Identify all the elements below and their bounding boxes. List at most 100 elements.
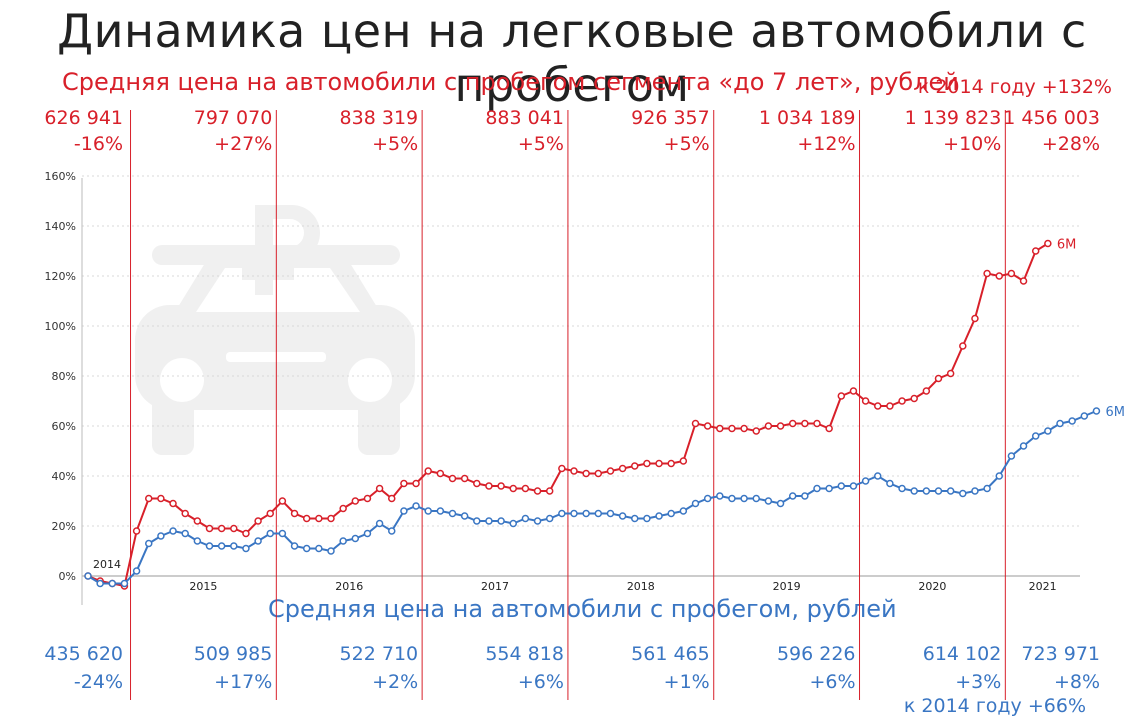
data-point <box>1080 412 1089 420</box>
data-point <box>813 419 821 428</box>
x-year-label: 2017 <box>481 580 509 593</box>
data-point <box>752 427 760 435</box>
data-point <box>545 514 554 523</box>
x-axis: 2014 2015 2016 2017 2018 2019 2020 2021 <box>93 558 1057 593</box>
data-point <box>424 467 432 475</box>
series-end-label: 6М <box>1057 238 1077 253</box>
top-price-label: 838 319 <box>340 107 419 129</box>
series-end-label: 6М <box>1105 405 1125 420</box>
data-point <box>946 487 955 495</box>
price-annotations: 626 941 -16% 797 070 +27% 838 319 +5% 883 041 +… <box>44 107 1100 693</box>
data-point <box>460 512 469 520</box>
top-change-label: +10% <box>943 133 1001 155</box>
total-change-blue: к 2014 году +66% <box>903 695 1086 717</box>
data-point <box>959 489 967 498</box>
data-point <box>594 469 603 478</box>
data-point <box>995 272 1003 280</box>
data-point <box>302 544 311 553</box>
data-point <box>533 487 542 495</box>
data-point <box>788 419 797 428</box>
data-point <box>691 419 700 428</box>
top-price-label: 883 041 <box>485 107 564 129</box>
data-point <box>910 394 918 403</box>
bottom-change-label: +2% <box>372 671 418 693</box>
data-point <box>315 544 323 553</box>
data-point <box>1031 432 1040 440</box>
data-point <box>837 392 846 400</box>
data-point <box>132 567 141 575</box>
data-point <box>448 474 457 483</box>
data-point <box>934 374 943 383</box>
data-point <box>1007 269 1016 278</box>
data-point <box>400 479 408 488</box>
data-point <box>351 497 360 505</box>
data-point <box>327 547 335 555</box>
data-point <box>181 529 189 538</box>
data-point <box>533 517 542 525</box>
y-tick-label: 80% <box>52 370 76 383</box>
data-point <box>181 509 189 518</box>
data-point <box>716 424 724 433</box>
bottom-price-label: 509 985 <box>194 643 273 665</box>
top-change-label: +5% <box>664 133 710 155</box>
year-dividers <box>130 110 1006 700</box>
data-point <box>339 504 347 513</box>
data-point <box>424 507 432 515</box>
data-point <box>655 459 663 468</box>
data-point <box>728 424 736 433</box>
data-point <box>764 497 773 505</box>
data-point <box>302 514 311 523</box>
bottom-price-label: 522 710 <box>340 643 419 665</box>
data-point <box>230 524 238 533</box>
data-point <box>266 529 274 538</box>
bottom-price-label: 723 971 <box>1021 643 1100 665</box>
data-point <box>460 474 469 483</box>
x-year-label: 2016 <box>335 580 363 593</box>
bottom-change-label: -24% <box>74 671 123 693</box>
data-point <box>667 509 675 518</box>
bottom-price-label: 596 226 <box>777 643 856 665</box>
data-point <box>290 542 299 550</box>
data-point <box>315 514 323 523</box>
data-point <box>874 402 882 410</box>
bottom-change-label: +8% <box>1054 671 1100 693</box>
bottom-change-label: +6% <box>809 671 855 693</box>
data-point <box>910 487 918 495</box>
data-point <box>570 467 578 475</box>
data-point <box>582 509 590 518</box>
data-point <box>716 492 724 500</box>
top-price-label: 1 139 823 <box>905 107 1002 129</box>
data-point <box>1019 277 1028 285</box>
data-point <box>436 507 445 515</box>
data-point <box>509 484 517 493</box>
data-point <box>582 469 590 478</box>
data-point <box>886 402 894 410</box>
data-point <box>375 484 384 493</box>
data-point <box>837 482 846 490</box>
data-point <box>788 492 797 500</box>
data-point <box>679 457 688 465</box>
bottom-change-label: +3% <box>955 671 1001 693</box>
data-point <box>631 462 639 470</box>
data-point <box>193 537 202 545</box>
data-point <box>205 542 214 550</box>
data-point <box>157 494 165 503</box>
data-point <box>108 579 117 588</box>
data-point <box>971 314 979 323</box>
top-price-label: 626 941 <box>44 107 123 129</box>
chart-title: Динамика цен на легковые автомобили с пр… <box>57 4 1087 112</box>
car-ruble-icon <box>135 205 415 455</box>
data-point <box>266 509 274 518</box>
data-point <box>193 517 202 525</box>
y-tick-label: 0% <box>59 570 76 583</box>
data-point <box>363 494 372 503</box>
top-price-label: 797 070 <box>194 107 273 129</box>
data-point <box>1031 247 1040 255</box>
data-point <box>606 509 615 518</box>
bottom-change-label: +6% <box>518 671 564 693</box>
data-point <box>825 424 833 433</box>
data-point <box>217 542 226 550</box>
data-point <box>570 509 578 518</box>
data-point <box>412 502 420 510</box>
x-year-label: 2019 <box>773 580 801 593</box>
